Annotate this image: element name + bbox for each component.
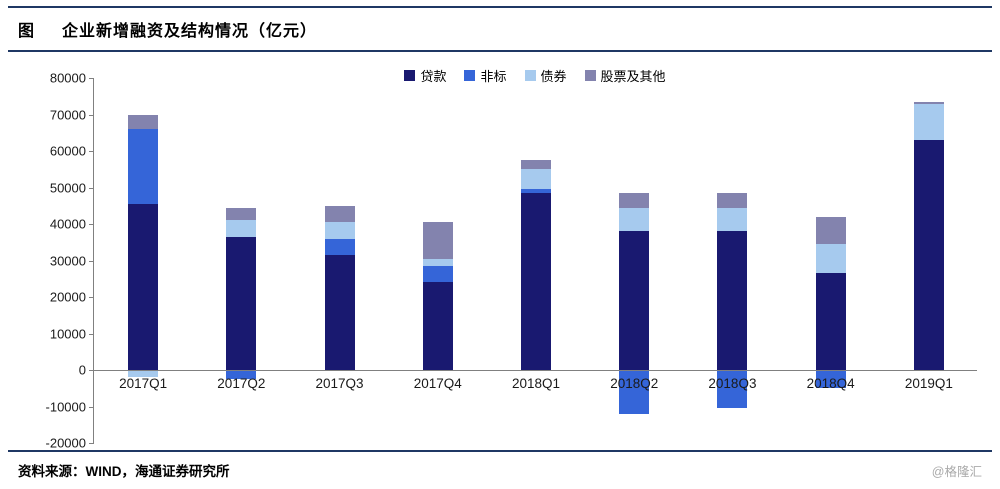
x-axis-line	[94, 370, 977, 371]
bar-segment	[422, 282, 453, 370]
bar-segment	[324, 205, 355, 223]
bar-segment	[226, 207, 257, 221]
x-axis-category-label: 2018Q4	[806, 376, 855, 391]
plot-area: 2017Q1 2017Q2 2017Q3 2017Q4 2018Q1 2018Q2 2018…	[89, 78, 977, 444]
bar-segment	[128, 203, 159, 370]
bar-segment	[913, 140, 944, 370]
x-axis-category-label: 2019Q1	[904, 376, 953, 391]
x-axis-category-label: 2017Q4	[413, 376, 462, 391]
bar-segment	[521, 169, 551, 190]
x-axis-category-label: 2017Q1	[119, 376, 168, 391]
bar-segment	[717, 192, 748, 208]
legend-swatch	[464, 70, 476, 81]
bar-segment	[815, 216, 846, 245]
legend-swatch	[404, 70, 416, 81]
bar-segment	[226, 370, 257, 380]
y-axis-tick	[89, 443, 94, 444]
bar-segment	[128, 370, 159, 378]
bar-segment	[128, 114, 159, 130]
legend-swatch	[524, 70, 536, 81]
bar-segment	[913, 103, 944, 141]
bar-segment	[226, 236, 257, 370]
bar-segment	[815, 244, 846, 274]
legend-label: 股票及其他	[600, 69, 666, 84]
bar-segment	[521, 192, 551, 370]
y-axis-tick-label: 10000	[49, 326, 86, 341]
y-axis-tick	[89, 333, 94, 335]
legend-label: 非标	[480, 69, 507, 84]
y-axis-tick	[89, 187, 94, 189]
y-axis-tick-label: 80000	[49, 70, 86, 86]
bar-segment	[422, 265, 453, 283]
y-axis-tick	[89, 406, 94, 408]
y-axis-tick-label: 0	[78, 362, 86, 378]
legend-swatch	[584, 70, 596, 81]
y-axis-tick	[89, 78, 94, 79]
y-axis-tick-label: 50000	[49, 180, 86, 195]
bar-segment	[324, 238, 355, 256]
bar-segment	[619, 370, 650, 414]
bar-segment	[324, 222, 355, 239]
figure-title: 企业新增融资及结构情况（亿元）	[62, 23, 318, 40]
bar-segment	[717, 370, 748, 409]
bar-segment	[422, 222, 453, 259]
x-axis-category-label: 2018Q2	[610, 376, 659, 391]
y-axis-tick-label: 30000	[49, 253, 86, 268]
bar-segment	[128, 129, 159, 204]
bar-segment	[521, 189, 551, 193]
legend-label: 债券	[540, 69, 567, 84]
legend-item: 债券	[524, 66, 567, 85]
watermark: @格隆汇	[931, 464, 982, 479]
bar-segment	[619, 192, 650, 208]
bar-segment	[815, 273, 846, 370]
y-axis-tick	[89, 151, 94, 152]
chart-legend: 贷款 非标 债券 股票及其他	[93, 66, 977, 85]
legend-item: 非标	[464, 66, 507, 85]
x-axis-category-label: 2018Q1	[511, 376, 561, 391]
legend-label: 贷款	[420, 69, 447, 84]
y-axis-tick-label: 40000	[49, 216, 86, 232]
bar-segment	[619, 207, 650, 232]
bar-segment	[717, 231, 748, 370]
bar-segment	[422, 258, 453, 266]
bar-segment	[521, 160, 551, 170]
legend-item: 贷款	[404, 66, 446, 85]
figure-header: 图 企业新增融资及结构情况（亿元）	[8, 6, 992, 52]
y-axis-tick	[89, 114, 94, 116]
y-axis-tick-label: 20000	[49, 289, 86, 305]
y-axis-tick-label: -20000	[45, 435, 86, 451]
figure-footer: 资料来源：WIND，海通证券研究所 @格隆汇	[8, 450, 992, 480]
bar-segment	[619, 231, 650, 370]
y-axis-tick-label: -10000	[45, 399, 86, 414]
bar-segment	[717, 207, 748, 232]
x-axis-category-label: 2018Q3	[708, 376, 757, 391]
bar-segment	[324, 255, 355, 370]
bar-segment	[913, 101, 944, 104]
y-axis-tick-label: 70000	[49, 107, 86, 122]
x-axis-category-label: 2017Q3	[315, 376, 364, 391]
y-axis-tick-label: 60000	[49, 143, 86, 159]
y-axis-tick	[89, 297, 94, 298]
bar-segment	[226, 220, 257, 237]
legend-item: 股票及其他	[584, 66, 666, 85]
y-axis-labels: 80000 70000 60000 50000 40000 30000 20000 10000…	[0, 71, 86, 451]
y-axis-tick	[89, 370, 94, 371]
bar-segment	[815, 370, 846, 389]
source-text: 资料来源：WIND，海通证券研究所	[18, 464, 230, 479]
x-axis-category-label: 2017Q2	[217, 376, 266, 391]
y-axis-tick	[89, 224, 94, 225]
y-axis-tick	[89, 260, 94, 262]
figure-tag: 图	[18, 23, 35, 40]
